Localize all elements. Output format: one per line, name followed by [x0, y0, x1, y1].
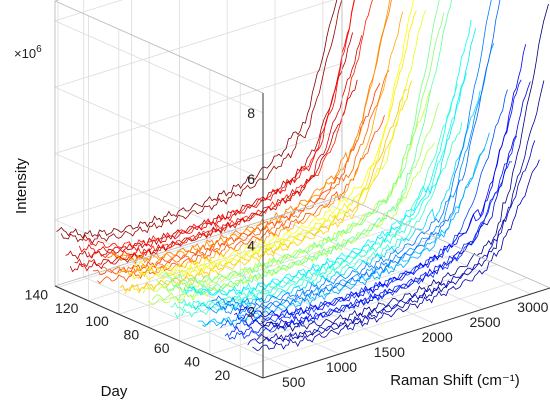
grid-line-day-floor: [88, 210, 376, 302]
series-line-day-123: [83, 0, 355, 249]
day-tick-label: 80: [124, 327, 140, 343]
series-line-day-15: [247, 140, 536, 346]
grid-line-day-floor: [179, 250, 467, 342]
z-tick-label: 6: [247, 171, 255, 187]
day-tick-label: 40: [184, 353, 200, 369]
series-line-day-141: [56, 0, 338, 239]
x-tick-label: 3000: [517, 299, 548, 315]
grid-line-z-left: [54, 20, 264, 114]
z-multiplier: ×106: [14, 44, 42, 61]
series-line-day-102: [115, 11, 404, 278]
day-tick-label: 60: [154, 340, 170, 356]
z-tick-label: 2: [247, 304, 255, 320]
grid-line-z-back: [54, 0, 335, 88]
grid-line-z-back: [54, 63, 343, 154]
axes-box: [54, 0, 550, 379]
series-line-day-72: [161, 0, 440, 285]
series-line-day-12: [252, 159, 540, 352]
series-line-day-9: [256, 80, 545, 343]
series-line-day-87: [138, 9, 426, 277]
box-edge: [54, 0, 60, 2]
grid-line-day-floor: [209, 264, 497, 355]
x-tick-label: 1500: [374, 344, 405, 360]
series-line-day-54: [188, 28, 476, 296]
day-tick-label: 120: [55, 300, 79, 316]
z-axis-label: Intensity: [13, 158, 30, 214]
grid-line-z-back: [54, 0, 123, 22]
z-tick-label: 8: [247, 105, 255, 121]
box-edge: [54, 0, 264, 94]
series-line-day-6: [261, 3, 549, 332]
x-tick-label: 2000: [422, 329, 453, 345]
x-tick-label: 1000: [326, 359, 357, 375]
series-line-day-27: [229, 135, 517, 336]
x-axis-label: Raman Shift (cm⁻¹): [390, 372, 520, 389]
series-line-day-33: [220, 89, 508, 330]
series-line-day-105: [111, 0, 391, 264]
series-line-day-51: [192, 90, 481, 311]
series-line-day-36: [215, 0, 501, 313]
series-line-day-120: [88, 0, 373, 259]
z-tick-label: 4: [247, 237, 255, 253]
series-line-day-30: [224, 161, 513, 340]
series-line-day-93: [129, 10, 417, 281]
day-tick-label: 140: [25, 286, 49, 302]
series-line-day-84: [142, 90, 431, 294]
y-axis-label: Day: [101, 383, 128, 400]
series-line-day-39: [211, 0, 492, 309]
series-line-day-66: [170, 83, 458, 312]
series-line-day-90: [133, 0, 414, 272]
series-line-day-75: [156, 12, 445, 290]
grid-line-x-floor: [83, 276, 292, 370]
box-edge: [341, 195, 550, 289]
grid-lines: [54, 0, 532, 370]
grid-line-day-floor: [149, 237, 437, 329]
grid-line-z-left: [54, 219, 264, 313]
series-group: [56, 0, 549, 352]
day-tick-label: 100: [85, 313, 109, 329]
day-axis-line: [54, 285, 264, 379]
day-tick-label: 20: [215, 367, 231, 383]
series-line-day-108: [106, 0, 392, 265]
grid-line-z-left: [54, 86, 264, 180]
tick-labels: 2 4 6 8 20 40 60 80 100 120 140 500 1000 1500 2000 2500…: [25, 105, 549, 390]
grid-line-z-back: [54, 129, 343, 221]
x-axis-line: [262, 287, 550, 379]
series-line-day-18: [243, 81, 531, 328]
box-edge: [54, 195, 343, 287]
series-line-day-135: [65, 32, 353, 260]
grid-line-z-left: [54, 153, 264, 246]
series-line-day-138: [60, 0, 343, 245]
x-tick-label: 500: [282, 374, 306, 390]
grid-line-day-floor: [240, 277, 528, 369]
series-line-day-69: [165, 0, 452, 295]
series-line-day-21: [238, 44, 527, 318]
x-tick-label: 2500: [469, 314, 500, 330]
